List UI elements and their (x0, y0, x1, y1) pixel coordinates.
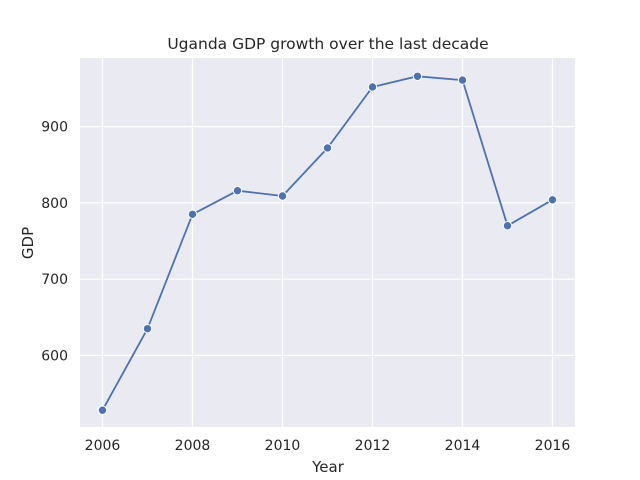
plot-area (80, 58, 575, 427)
y-axis-label: GDP (19, 227, 37, 259)
data-point (412, 71, 423, 81)
data-point (142, 323, 153, 334)
chart-title: Uganda GDP growth over the last decade (167, 35, 488, 53)
y-tick-label: 800 (41, 196, 68, 212)
data-point (367, 82, 378, 92)
x-tick-label: 2012 (355, 438, 391, 454)
x-tick-label: 2010 (265, 438, 301, 454)
x-tick-label: 2006 (85, 438, 121, 454)
data-point (232, 185, 243, 196)
data-point (457, 75, 468, 85)
x-tick-label: 2014 (445, 438, 481, 454)
grid-lines (80, 58, 575, 427)
y-tick-label: 600 (41, 348, 68, 364)
x-axis-label: Year (311, 458, 345, 476)
y-tick-label: 900 (41, 120, 68, 136)
y-tick-label: 700 (41, 272, 68, 288)
data-point (97, 405, 108, 415)
x-tick-label: 2008 (175, 438, 211, 454)
x-tick-label: 2016 (535, 438, 571, 454)
data-point (502, 221, 513, 231)
tick-labels: 2006 2008 2010 2012 2014 2016 600 700 800 900 (41, 120, 570, 454)
data-point (187, 209, 198, 219)
data-point (547, 195, 558, 205)
data-point (322, 143, 333, 153)
data-point (277, 191, 288, 201)
series-layer (97, 71, 558, 415)
